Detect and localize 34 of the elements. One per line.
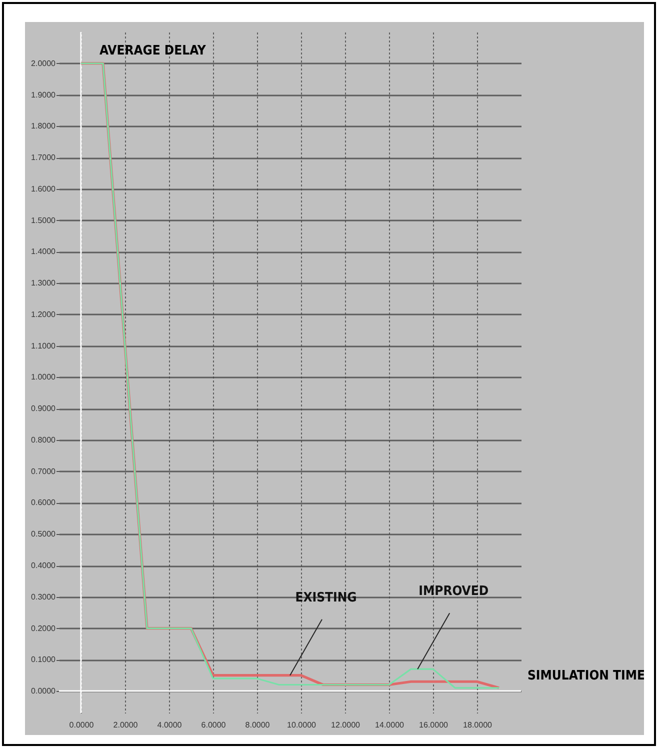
y-tick-label: 1.2000: [31, 310, 56, 319]
y-axis-title: AVERAGE DELAY: [100, 44, 206, 58]
y-tick-label: 0.4000: [31, 561, 56, 570]
y-tick-label: 0.2000: [31, 624, 56, 633]
y-tick-label: 0.7000: [31, 466, 56, 476]
x-tick-label: 4.0000: [157, 720, 182, 730]
x-tick-label: 8.0000: [245, 720, 270, 730]
x-tick-label: 6.0000: [201, 720, 226, 730]
y-tick-label: 1.9000: [31, 90, 56, 100]
y-tick-label: 0.8000: [31, 435, 56, 444]
y-tick-label: 1.1000: [31, 341, 56, 350]
x-tick-label: 12.0000: [331, 720, 361, 730]
y-tick-label: 1.7000: [31, 153, 56, 162]
y-tick-label: 0.5000: [31, 530, 56, 539]
y-tick-label: 2.0000: [31, 58, 56, 68]
y-tick-label: 0.0000: [31, 686, 56, 696]
y-tick-label: 0.1000: [31, 655, 56, 664]
y-tick-label: 1.3000: [31, 278, 56, 288]
y-tick-label: 1.0000: [31, 372, 56, 382]
x-tick-label: 2.0000: [113, 720, 138, 730]
y-tick-label: 1.5000: [31, 216, 56, 225]
x-tick-label: 0.0000: [69, 720, 94, 730]
annotation: IMPROVED: [418, 584, 489, 600]
x-axis-title: SIMULATION TIME: [528, 668, 645, 684]
y-tick-label: 0.3000: [31, 592, 56, 602]
x-tick-label: 16.0000: [419, 720, 449, 730]
y-tick-label: 0.6000: [31, 498, 56, 508]
x-tick-label: 10.0000: [287, 720, 317, 730]
y-tick-label: 0.9000: [31, 404, 56, 414]
x-tick-label: 14.0000: [375, 720, 405, 730]
y-tick-label: 1.8000: [31, 122, 56, 131]
x-tick-label: 18.0000: [463, 720, 493, 730]
y-tick-label: 1.4000: [31, 247, 56, 256]
y-tick-label: 1.6000: [31, 184, 56, 194]
